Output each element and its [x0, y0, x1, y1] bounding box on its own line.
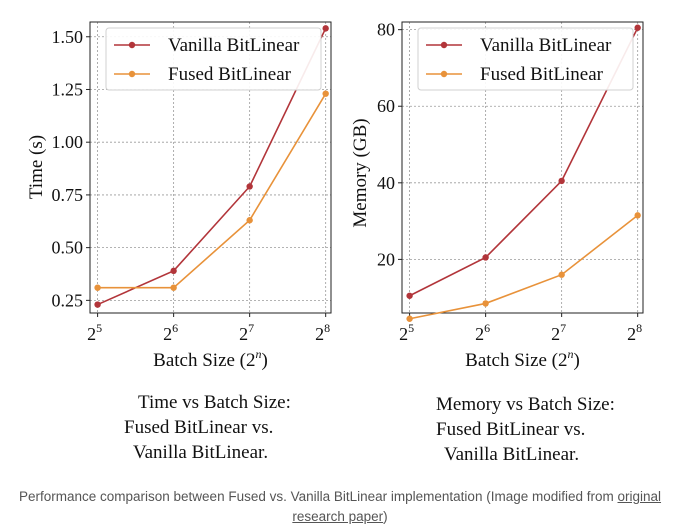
chart-1-series-fused-point: [94, 284, 101, 291]
source-link[interactable]: original research paper: [292, 489, 662, 524]
chart-1-series-vanilla-point: [94, 301, 101, 308]
chart-2-xlabel: Batch Size (2n): [465, 347, 580, 371]
chart-2-ytick-label: 40: [377, 173, 395, 193]
chart-2-title-line-3: Vanilla BitLinear.: [444, 444, 580, 465]
chart-2-series-vanilla-point: [558, 177, 565, 185]
chart-2-legend: [417, 27, 634, 91]
chart-1-ytick-label: 1.50: [52, 27, 84, 47]
chart-2-title-line-2: Fused BitLinear vs.: [436, 419, 586, 440]
chart-2-title-block: Memory vs Batch Size: Fused BitLinear vs…: [436, 392, 615, 467]
chart-1-xtick-label: 27: [239, 321, 254, 344]
chart-1-title-line-2: Fused BitLinear vs.: [124, 417, 274, 438]
chart-2-series-fused-point: [482, 300, 489, 307]
chart-2-ytick-label: 60: [377, 96, 395, 116]
chart-1-frame: [89, 21, 332, 314]
chart-2-series-fused-point: [558, 271, 565, 278]
chart-1-legend-marker: [128, 41, 136, 49]
chart-1-ytick-label: 1.25: [52, 79, 84, 99]
chart-2-series-vanilla-point: [482, 254, 489, 261]
chart-1: 0.25 0.50 0.75 1.00 1.25 1.50 25 26 27 28 Batch Si…: [26, 21, 332, 371]
chart-1-title-line-3: Vanilla BitLinear.: [133, 442, 269, 463]
chart-2-series-fused-point: [634, 212, 641, 219]
chart-2-series-vanilla-point: [406, 292, 413, 299]
chart-2-ytick-label: 20: [377, 249, 395, 269]
caption-suffix: ): [383, 509, 388, 524]
chart-2-ytick-label: 80: [377, 20, 395, 40]
chart-2-series-fused-line: [409, 214, 639, 320]
chart-2-xtick-label: 26: [475, 321, 490, 344]
chart-1-ytick-label: 1.00: [52, 132, 84, 152]
chart-2-series-vanilla-line: [409, 27, 639, 297]
chart-2-xtick-label: 28: [627, 321, 642, 344]
chart-2: 20 40 60 80 25 26 27 28 Batch Size (2n) Memory (G…: [350, 20, 644, 371]
chart-2-title-line-1: Memory vs Batch Size:: [436, 394, 615, 415]
chart-2-series-vanilla-point: [634, 24, 641, 31]
chart-2-frame: [401, 21, 644, 314]
chart-1-title-block: Time vs Batch Size: Fused BitLinear vs. …: [124, 390, 291, 465]
chart-2-ylabel: Memory (GB): [350, 118, 371, 227]
chart-1-ytick-label: 0.25: [52, 290, 84, 310]
chart-1-ylabel: Time (s): [26, 135, 47, 199]
chart-1-xtick-label: 28: [315, 321, 330, 344]
caption-text: Performance comparison between Fused vs.…: [18, 489, 618, 504]
chart-1-title-line-1: Time vs Batch Size:: [138, 392, 291, 413]
chart-1-series-vanilla-point: [322, 25, 329, 32]
chart-2-legend-marker: [440, 41, 448, 49]
chart-2-legend-marker: [440, 70, 448, 78]
chart-1-series-vanilla-point: [170, 267, 177, 275]
figure-canvas: 0.25 0.50 0.75 1.00 1.25 1.50 25 26 27 28 Batch Si…: [26, 20, 644, 371]
chart-1-series-fused-point: [170, 284, 177, 291]
chart-1-legend-label: Fused BitLinear: [168, 64, 292, 85]
chart-2-legend-label: Vanilla BitLinear: [480, 35, 612, 56]
chart-1-series-fused-line: [97, 93, 327, 289]
chart-1-xlabel: Batch Size (2n): [153, 347, 268, 371]
chart-2-xtick-label: 25: [399, 321, 414, 344]
chart-1-ytick-label: 0.75: [52, 185, 84, 205]
chart-1-legend-marker: [128, 70, 136, 78]
chart-1-ytick-label: 0.50: [52, 238, 84, 258]
chart-1-series-vanilla-point: [246, 183, 253, 190]
chart-1-legend: [105, 27, 322, 91]
chart-1-legend-label: Vanilla BitLinear: [168, 35, 300, 56]
figure-caption: Performance comparison between Fused vs.…: [0, 487, 680, 527]
chart-2-xtick-label: 27: [551, 321, 566, 344]
chart-1-xtick-label: 26: [163, 321, 178, 344]
chart-1-series-fused-point: [246, 217, 253, 224]
chart-2-legend-label: Fused BitLinear: [480, 64, 604, 85]
chart-1-series-fused-point: [322, 90, 329, 97]
chart-2-series-fused-point: [406, 315, 413, 322]
chart-1-xtick-label: 25: [87, 321, 102, 344]
